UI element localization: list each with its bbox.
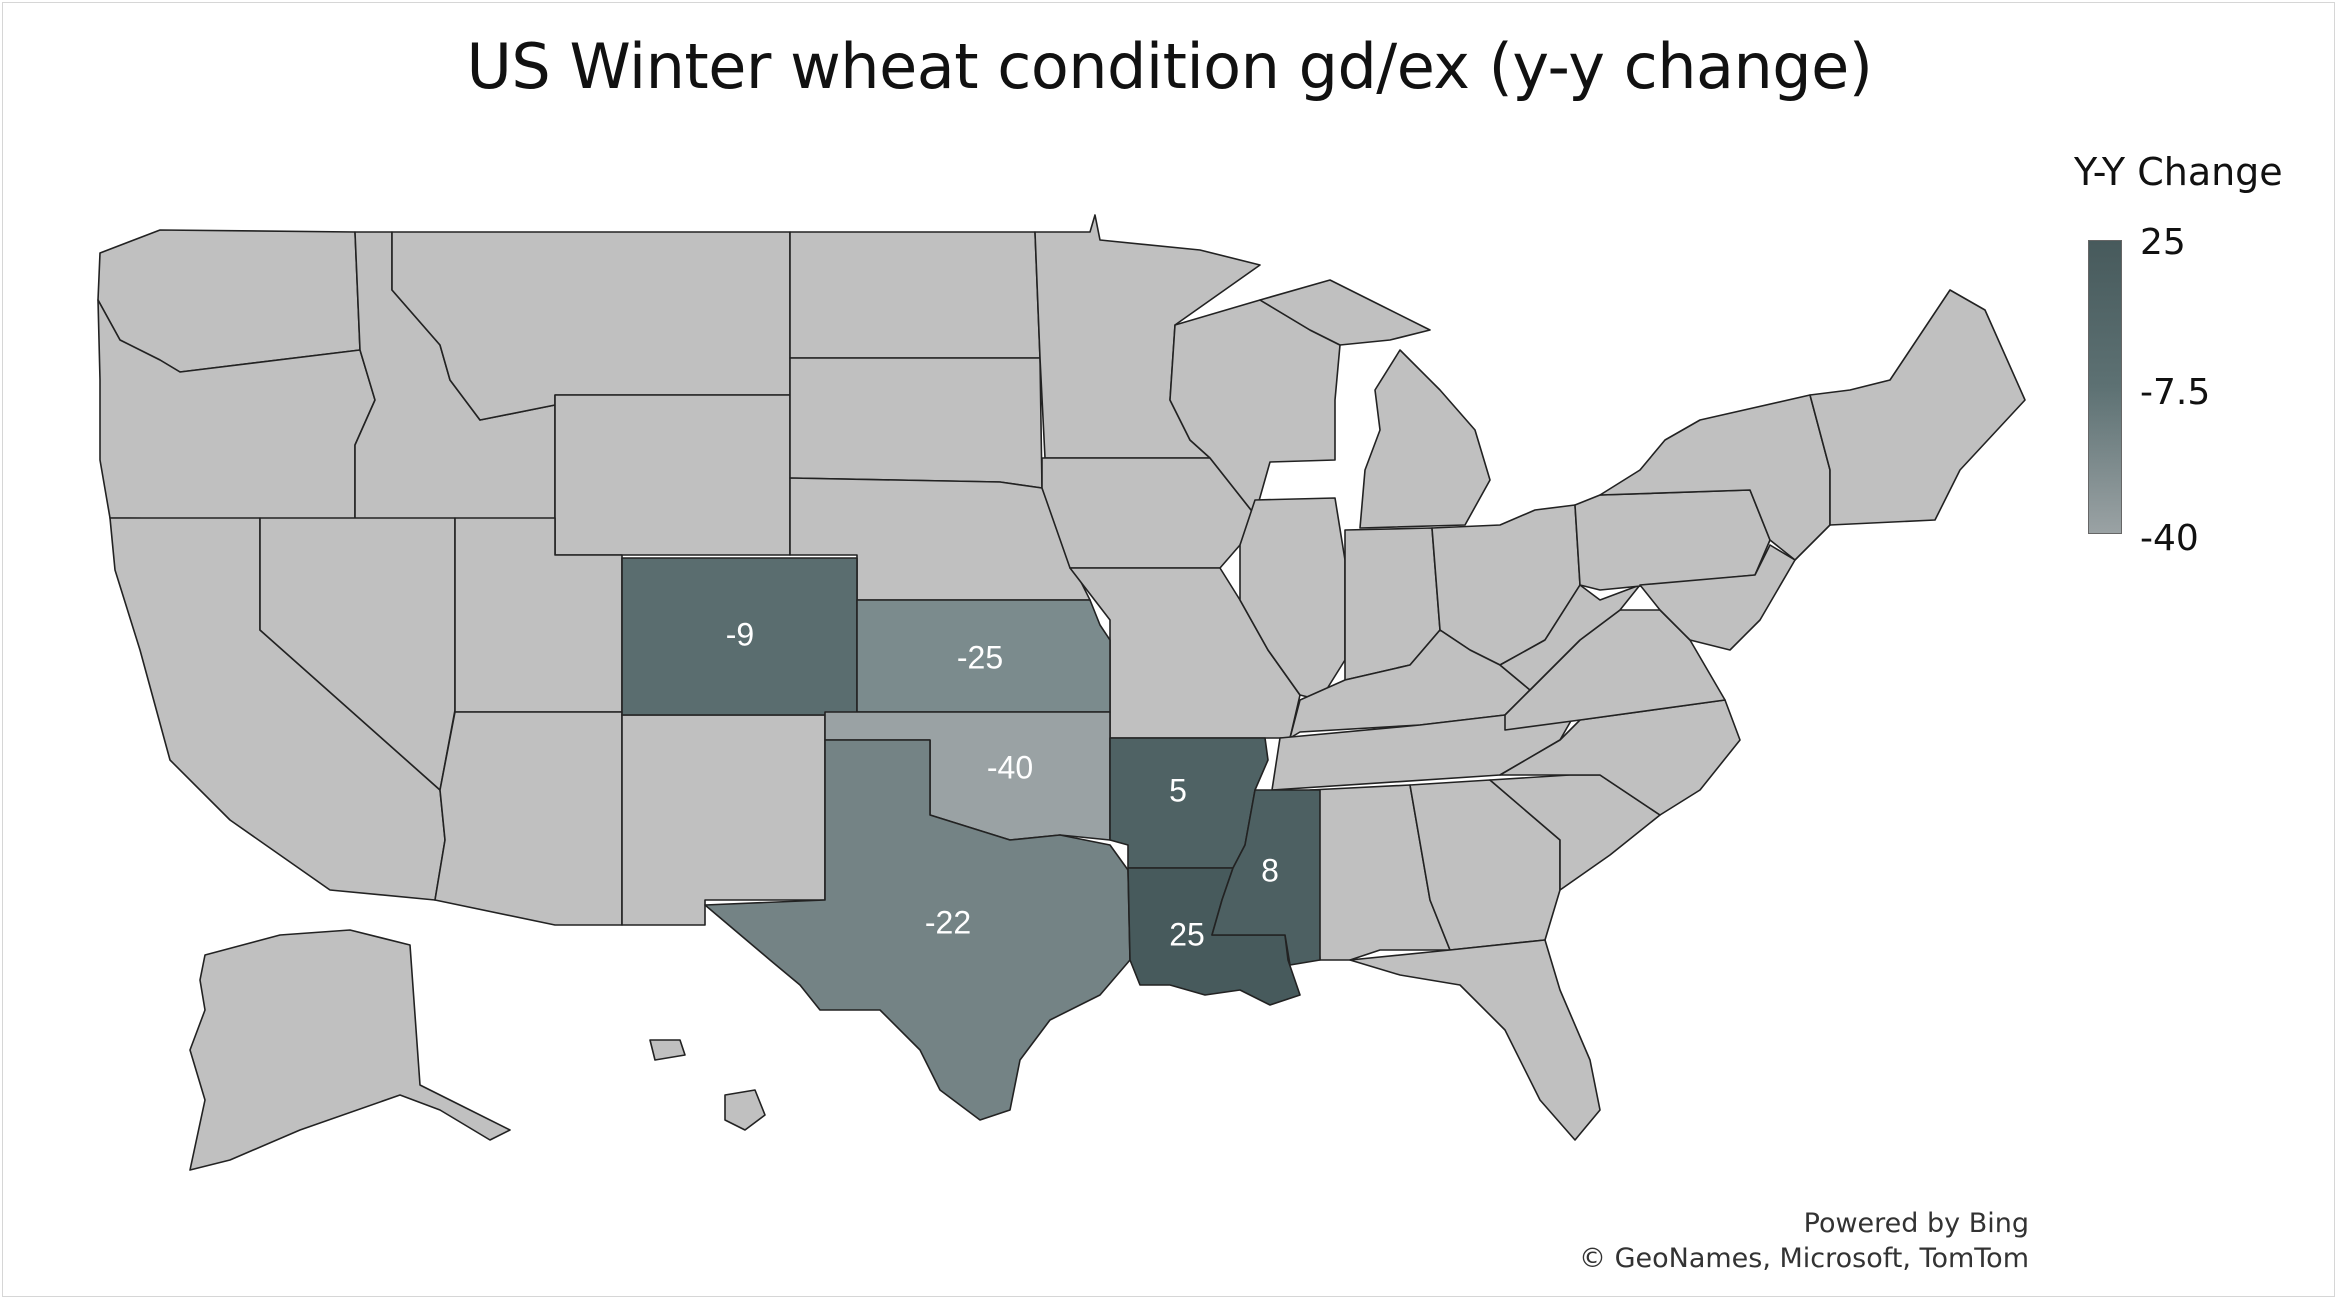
- legend-max-label: 25: [2140, 222, 2186, 263]
- state-hi-small[interactable]: [649, 1039, 686, 1061]
- state-pa[interactable]: [1574, 489, 1771, 591]
- state-new-england[interactable]: [1809, 289, 2026, 526]
- state-sd[interactable]: [789, 357, 1043, 489]
- state-md-de-nj[interactable]: [1639, 544, 1796, 651]
- legend-min-label: -40: [2140, 518, 2199, 559]
- state-tx[interactable]: [704, 739, 1131, 1121]
- other-states: [97, 214, 2026, 1171]
- state-value-label-la: 25: [1169, 916, 1205, 952]
- state-hi[interactable]: [724, 1089, 766, 1131]
- state-fl[interactable]: [1349, 939, 1601, 1141]
- state-value-label-ar: 5: [1169, 772, 1187, 808]
- state-value-label-co: -9: [726, 616, 754, 652]
- state-value-label-ok: -40: [987, 749, 1033, 785]
- attribution-credits: © GeoNames, Microsoft, TomTom: [1578, 1243, 2029, 1274]
- attribution-powered-by: Powered by Bing: [1803, 1208, 2029, 1239]
- state-mi-up[interactable]: [1259, 279, 1431, 346]
- state-ms[interactable]: [1211, 789, 1321, 966]
- state-wv[interactable]: [1499, 584, 1641, 691]
- legend-title: Y-Y Change: [2074, 150, 2283, 194]
- state-nc[interactable]: [1499, 699, 1741, 816]
- state-mi[interactable]: [1359, 349, 1491, 529]
- legend-color-bar: [2088, 240, 2122, 534]
- state-value-label-ms: 8: [1261, 852, 1279, 888]
- legend-mid-label: -7.5: [2140, 372, 2211, 413]
- state-nd[interactable]: [789, 231, 1041, 359]
- state-az[interactable]: [434, 711, 623, 926]
- state-nm[interactable]: [621, 714, 826, 926]
- data-states: [621, 557, 1321, 1121]
- map-title: US Winter wheat condition gd/ex (y-y cha…: [466, 30, 1873, 103]
- state-wy[interactable]: [554, 394, 791, 556]
- state-value-label-ks: -25: [957, 639, 1003, 675]
- state-value-label-tx: -22: [925, 904, 971, 940]
- state-ak[interactable]: [189, 929, 511, 1171]
- state-tn[interactable]: [1271, 704, 1581, 791]
- state-labels: -9 -25 -40 -22 5 25 8: [726, 616, 1279, 952]
